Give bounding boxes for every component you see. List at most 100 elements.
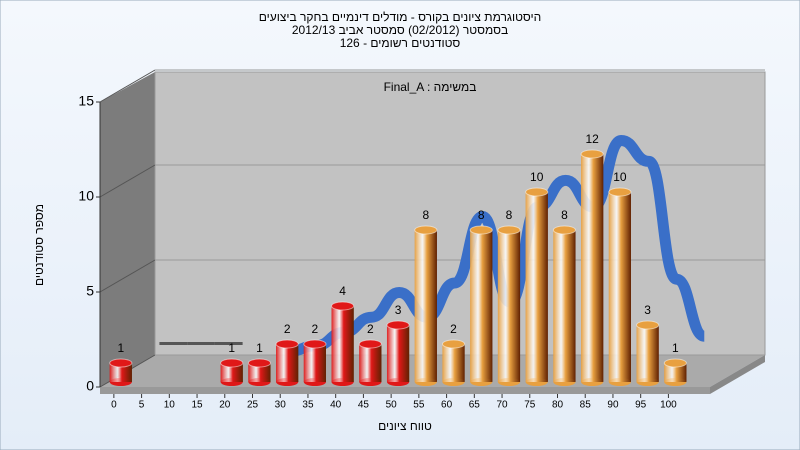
bar <box>469 225 493 386</box>
annotation: Final_A : במשימה <box>384 80 477 94</box>
bar-body <box>414 230 437 382</box>
bar-top <box>275 339 299 349</box>
bar <box>109 358 133 386</box>
x-tick-label: 30 <box>275 400 287 411</box>
bar-top <box>109 358 133 368</box>
grid-line <box>99 164 156 198</box>
x-tick-label: 100 <box>660 400 677 411</box>
bar-top <box>386 320 410 330</box>
bar <box>386 320 410 386</box>
back-wall <box>154 71 766 356</box>
chart-title: היסטוגרמת ציונים בקורס - מודלים דינמיים … <box>259 10 542 24</box>
bar-body <box>553 230 576 382</box>
bar-top <box>303 339 327 349</box>
bar-body <box>359 344 382 382</box>
bar <box>525 187 549 386</box>
chart-subtitle: בסמסטר (02/2012) סמסטר אביב 2012/13 <box>292 23 508 37</box>
bar-top <box>525 187 549 197</box>
bar <box>414 225 438 386</box>
x-tick-label: 65 <box>469 400 481 411</box>
bar-body <box>525 192 548 382</box>
grid-line <box>99 259 156 293</box>
bar-top <box>331 301 355 311</box>
bar-top <box>663 358 687 368</box>
data-label: 4 <box>339 284 346 298</box>
bar <box>159 342 188 345</box>
bar-body <box>664 363 687 382</box>
data-label: 8 <box>506 208 513 222</box>
bar <box>636 320 660 386</box>
x-tick-label: 80 <box>552 400 564 411</box>
data-label: 1 <box>228 341 235 355</box>
bar-body <box>442 344 465 382</box>
bar <box>497 225 521 386</box>
x-tick-label: 55 <box>413 400 425 411</box>
bar-top <box>608 187 632 197</box>
bar-body <box>220 363 243 382</box>
x-axis-label: טווח ציונים <box>378 419 432 433</box>
data-label: 3 <box>395 303 402 317</box>
bar-top <box>497 225 521 235</box>
x-tick-label: 95 <box>635 400 647 411</box>
bar <box>214 342 243 345</box>
bar-body <box>248 363 271 382</box>
bar <box>358 339 382 386</box>
x-tick-label: 15 <box>191 400 203 411</box>
bar-body <box>386 325 410 382</box>
x-tick-label: 85 <box>580 400 592 411</box>
bar-body <box>331 306 354 382</box>
bar <box>663 358 687 386</box>
bar <box>220 358 244 386</box>
bar <box>303 339 327 386</box>
bar-body <box>276 344 299 382</box>
bar-top <box>358 339 382 349</box>
bar-body <box>581 154 604 382</box>
data-label: 2 <box>367 322 374 336</box>
x-tick-label: 0 <box>111 400 117 411</box>
bar-body <box>109 363 132 382</box>
floor-front <box>100 387 710 394</box>
bar <box>552 225 577 386</box>
bar-top <box>636 320 660 330</box>
bar-body <box>636 325 659 382</box>
bar-top <box>441 339 466 349</box>
grid-line <box>99 69 156 103</box>
y-tick-label: 0 <box>86 378 94 394</box>
x-tick-label: 70 <box>496 400 508 411</box>
y-tick-label: 10 <box>78 188 94 204</box>
data-label: 2 <box>312 322 319 336</box>
data-label: 12 <box>585 132 599 146</box>
data-label: 10 <box>530 170 544 184</box>
y-axis-label: מספר סטודנטים <box>32 204 46 286</box>
data-label: 2 <box>450 322 457 336</box>
data-label: 8 <box>422 208 429 222</box>
bar-top <box>469 225 493 235</box>
data-label: 1 <box>117 341 124 355</box>
x-tick-label: 90 <box>607 400 619 411</box>
data-label: 8 <box>561 208 568 222</box>
bar-top <box>552 225 577 235</box>
x-tick-label: 5 <box>139 400 145 411</box>
x-tick-label: 10 <box>164 400 176 411</box>
x-tick-label: 60 <box>441 400 453 411</box>
floor-edge <box>710 355 765 394</box>
y-tick-label: 5 <box>86 283 94 299</box>
data-label: 3 <box>644 303 651 317</box>
bar-top <box>580 149 604 159</box>
bar <box>608 187 632 386</box>
bar-body <box>303 344 326 382</box>
bar <box>275 339 299 386</box>
data-label: 1 <box>672 341 679 355</box>
x-tick-label: 75 <box>524 400 536 411</box>
bar-body <box>608 192 631 382</box>
bar <box>187 342 215 345</box>
bar-top <box>247 358 272 368</box>
x-tick-label: 45 <box>358 400 370 411</box>
data-label: 2 <box>284 322 291 336</box>
bar <box>331 301 355 386</box>
bar-top <box>220 358 244 368</box>
bar-body <box>470 230 493 382</box>
y-tick-label: 15 <box>78 93 94 109</box>
x-tick-label: 35 <box>302 400 314 411</box>
